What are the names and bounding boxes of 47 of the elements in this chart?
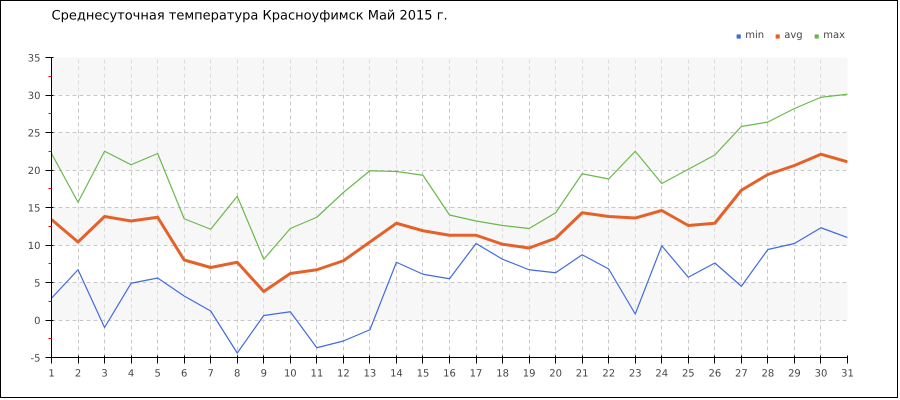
x-tick-label: 17 xyxy=(470,368,482,380)
y-tick-label: 0 xyxy=(34,316,41,327)
x-tick-label: 29 xyxy=(788,368,801,380)
x-tick-label: 9 xyxy=(260,368,267,380)
y-tick-label: 20 xyxy=(28,166,41,177)
x-tick-label: 2 xyxy=(74,368,82,380)
x-tick-label: 26 xyxy=(708,368,722,380)
x-tick-label: 23 xyxy=(628,368,642,380)
y-tick-label: 15 xyxy=(28,204,41,214)
x-tick-label: 4 xyxy=(128,368,134,380)
x-tick-label: 19 xyxy=(522,368,536,380)
x-tick-label: 5 xyxy=(154,368,161,380)
x-tick-label: 21 xyxy=(576,368,589,380)
x-tick-label: 27 xyxy=(735,368,748,380)
chart-title: Среднесуточная температура Красноуфимск Май 2015 г. xyxy=(52,8,448,24)
x-tick-label: 25 xyxy=(682,368,695,380)
x-tick-label: 13 xyxy=(364,368,376,380)
x-tick-label: 28 xyxy=(762,368,774,380)
x-tick-label: 30 xyxy=(814,368,828,380)
line-series xyxy=(52,152,848,293)
y-tick-label: 35 xyxy=(28,54,41,64)
y-tick-label: 25 xyxy=(28,128,41,140)
x-tick-label: 12 xyxy=(337,368,350,380)
x-tick-label: 31 xyxy=(841,368,854,380)
line-series xyxy=(52,227,848,354)
x-tick-label: 22 xyxy=(602,368,616,380)
y-tick-label: -5 xyxy=(30,354,41,364)
x-tick-label: 10 xyxy=(284,368,297,380)
x-tick-label: 3 xyxy=(101,368,108,380)
x-tick-label: 7 xyxy=(208,368,214,380)
x-tick-label: 11 xyxy=(310,368,324,380)
line-series xyxy=(52,94,848,260)
x-tick-label: 14 xyxy=(390,368,403,380)
y-tick-label: 30 xyxy=(28,91,41,102)
x-tick-label: 1 xyxy=(48,368,55,380)
y-tick-label: 10 xyxy=(28,241,41,252)
x-tick-label: 8 xyxy=(234,368,240,380)
x-tick-label: 6 xyxy=(180,368,188,380)
x-tick-label: 24 xyxy=(655,368,668,380)
legend-label: max xyxy=(823,30,845,41)
legend-label: min xyxy=(745,30,766,41)
x-tick-label: 16 xyxy=(443,368,456,380)
x-tick-label: 20 xyxy=(549,368,562,380)
x-tick-label: 15 xyxy=(416,368,430,380)
legend-label: avg xyxy=(784,30,804,41)
y-tick-label: 5 xyxy=(34,278,41,290)
x-tick-label: 18 xyxy=(496,368,509,380)
